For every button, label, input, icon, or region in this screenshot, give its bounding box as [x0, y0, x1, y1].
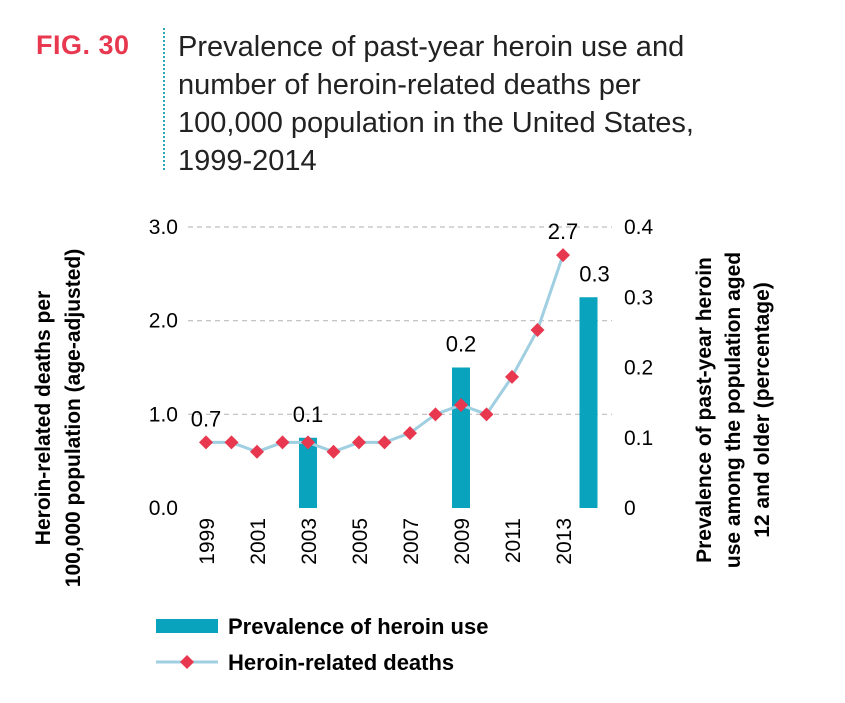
left-axis-title-line: 100,000 population (age-adjusted) [62, 249, 85, 587]
deaths-marker [505, 369, 519, 384]
right-axis-ticks: 0 0.1 0.2 0.3 0.4 [624, 216, 654, 520]
deaths-marker [199, 435, 213, 450]
deaths-marker [301, 435, 315, 450]
data-label: 0.3 [579, 261, 610, 286]
x-tick-label: 2003 [298, 518, 321, 565]
right-axis-title-line: 12 and older (percentage) [751, 282, 774, 538]
right-axis-title-line: Prevalence of past-year heroin [693, 257, 716, 563]
legend-line-marker [180, 655, 194, 669]
deaths-marker [479, 407, 494, 422]
left-axis-title-line: Heroin-related deaths per [32, 291, 55, 545]
left-tick-label: 1.0 [149, 403, 178, 426]
left-tick-label: 3.0 [149, 216, 178, 239]
x-tick-label: 2011 [502, 518, 525, 563]
deaths-marker [530, 323, 545, 338]
left-tick-label: 2.0 [149, 310, 178, 333]
right-tick-label: 0 [624, 497, 636, 520]
legend: Prevalence of heroin use Heroin-related d… [156, 614, 488, 675]
x-tick-label: 1999 [196, 518, 219, 565]
data-label: 0.1 [293, 402, 324, 427]
bar [452, 367, 470, 508]
x-tick-label: 2009 [451, 518, 474, 565]
right-tick-label: 0.4 [624, 216, 654, 239]
data-label: 2.7 [548, 219, 579, 244]
legend-bar-label: Prevalence of heroin use [228, 614, 488, 639]
bar [299, 437, 317, 508]
right-axis-title: Prevalence of past-year heroin use among … [693, 252, 774, 568]
deaths-marker [377, 435, 392, 450]
title-divider [163, 28, 165, 170]
x-axis-ticks: 1999 2001 2003 2005 2007 2009 2011 2013 [196, 518, 576, 565]
left-tick-label: 0.0 [149, 497, 178, 520]
left-axis-title: Heroin-related deaths per 100,000 populat… [32, 249, 85, 587]
deaths-marker [428, 407, 443, 422]
chart-title: Prevalence of past-year heroin use and n… [178, 31, 694, 177]
data-labels: 0.7 0.1 0.2 2.70.3 [191, 219, 610, 431]
right-tick-label: 0.1 [624, 427, 653, 450]
deaths-marker [326, 444, 341, 459]
right-tick-label: 0.3 [624, 286, 653, 309]
deaths-line [206, 254, 565, 454]
right-tick-label: 0.2 [624, 357, 653, 380]
x-tick-label: 2001 [247, 518, 270, 565]
figure-number: FIG. 30 [36, 30, 130, 60]
x-tick-label: 2007 [400, 518, 423, 565]
gridlines [188, 226, 612, 415]
bar [579, 297, 598, 508]
left-axis-ticks: 0.0 1.0 2.0 3.0 [149, 216, 178, 520]
line-series [199, 248, 570, 459]
deaths-marker [556, 248, 570, 263]
right-axis-title-line: use among the population aged [722, 252, 745, 568]
x-tick-label: 2005 [349, 518, 372, 565]
deaths-marker [224, 435, 239, 450]
data-label: 0.2 [446, 332, 477, 357]
x-tick-label: 2013 [553, 518, 576, 565]
legend-bar-swatch [156, 619, 218, 633]
deaths-marker [403, 426, 417, 441]
deaths-marker [352, 435, 366, 450]
deaths-marker [275, 435, 290, 450]
legend-line-label: Heroin-related deaths [228, 650, 454, 675]
data-label: 0.7 [191, 406, 222, 431]
deaths-marker [454, 397, 468, 412]
bar-series [299, 297, 598, 508]
deaths-marker [250, 444, 264, 459]
